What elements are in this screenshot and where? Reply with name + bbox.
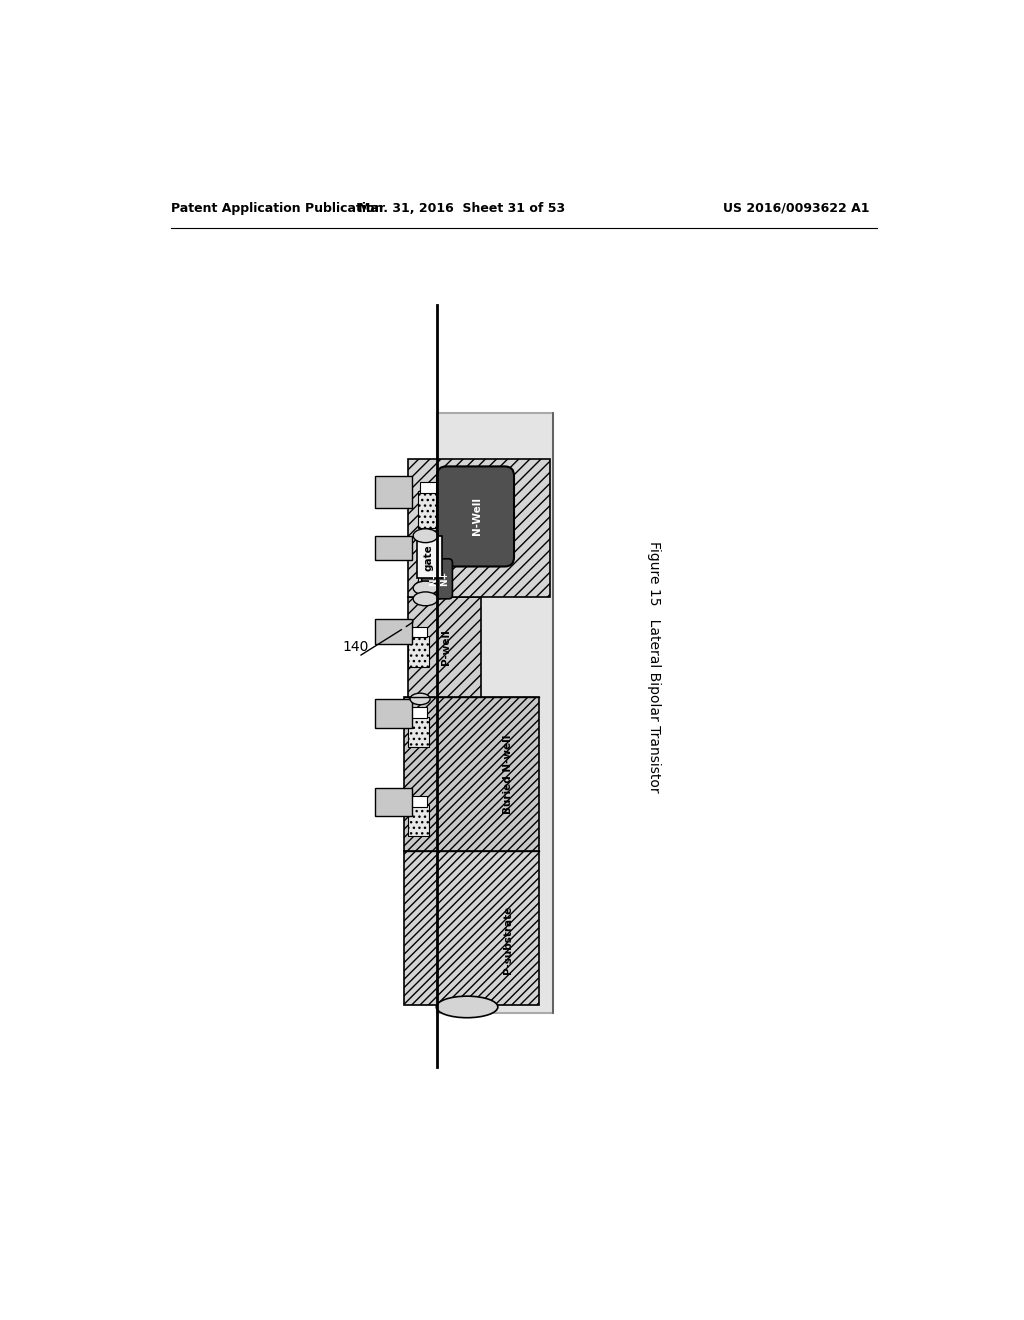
Bar bbox=[408, 717, 429, 747]
Text: N+: N+ bbox=[440, 572, 450, 586]
Bar bbox=[418, 491, 439, 528]
Bar bbox=[437, 413, 553, 1014]
Bar bbox=[410, 627, 427, 638]
Bar bbox=[417, 536, 441, 578]
Bar bbox=[376, 788, 413, 816]
Text: Patent Application Publication: Patent Application Publication bbox=[171, 202, 383, 215]
Bar bbox=[410, 708, 427, 718]
Bar bbox=[403, 697, 539, 851]
Text: Figure 15   Lateral Bipolar Transistor: Figure 15 Lateral Bipolar Transistor bbox=[647, 541, 662, 792]
Bar bbox=[418, 553, 439, 583]
Bar bbox=[420, 544, 437, 554]
Bar bbox=[420, 482, 437, 492]
Text: US 2016/0093622 A1: US 2016/0093622 A1 bbox=[723, 202, 869, 215]
Ellipse shape bbox=[410, 693, 430, 705]
Bar bbox=[376, 700, 413, 729]
Text: gate: gate bbox=[424, 544, 433, 570]
FancyBboxPatch shape bbox=[437, 466, 514, 566]
Bar bbox=[403, 851, 539, 1006]
Bar bbox=[376, 536, 413, 561]
Text: N+: N+ bbox=[429, 572, 437, 586]
Bar bbox=[376, 619, 413, 644]
Text: Mar. 31, 2016  Sheet 31 of 53: Mar. 31, 2016 Sheet 31 of 53 bbox=[358, 202, 565, 215]
Text: P-substrate: P-substrate bbox=[503, 906, 513, 974]
FancyBboxPatch shape bbox=[422, 558, 443, 599]
Bar bbox=[408, 597, 481, 697]
Ellipse shape bbox=[413, 591, 438, 606]
Bar bbox=[408, 636, 429, 667]
Bar bbox=[408, 805, 429, 836]
Text: P-well: P-well bbox=[441, 630, 452, 665]
Text: Buried N-well: Buried N-well bbox=[503, 735, 513, 814]
Text: N-Well: N-Well bbox=[472, 498, 482, 536]
Ellipse shape bbox=[413, 581, 438, 595]
Text: 140: 140 bbox=[342, 640, 369, 655]
Ellipse shape bbox=[436, 997, 498, 1018]
Bar bbox=[408, 459, 550, 598]
Bar bbox=[410, 796, 427, 807]
FancyBboxPatch shape bbox=[434, 558, 453, 599]
Ellipse shape bbox=[413, 529, 438, 543]
Bar bbox=[376, 475, 413, 508]
